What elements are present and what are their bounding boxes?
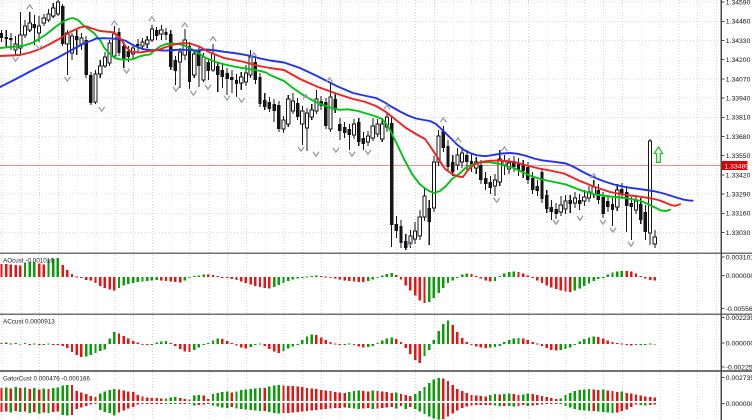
svg-text:1.33489: 1.33489 <box>725 163 750 170</box>
svg-text:0.0000000: 0.0000000 <box>726 340 752 347</box>
svg-text:1.34200: 1.34200 <box>726 57 751 64</box>
svg-text:-0.0022587: -0.0022587 <box>726 364 752 371</box>
svg-text:1.33550: 1.33550 <box>726 153 751 160</box>
svg-text:1.33160: 1.33160 <box>726 211 751 218</box>
svg-text:GatorCust 0.000476 -0.000166: GatorCust 0.000476 -0.000166 <box>3 376 90 383</box>
svg-text:1.33030: 1.33030 <box>726 230 751 237</box>
svg-text:0.0022396: 0.0022396 <box>726 315 752 322</box>
svg-text:1.33680: 1.33680 <box>726 134 751 141</box>
svg-text:1.34460: 1.34460 <box>726 19 751 26</box>
svg-text:-0.005565: -0.005565 <box>726 306 752 313</box>
svg-text:1.34330: 1.34330 <box>726 38 751 45</box>
svg-text:AOcust -0.001016: AOcust -0.001016 <box>3 258 54 265</box>
svg-text:1.33940: 1.33940 <box>726 96 751 103</box>
svg-text:0.000000: 0.000000 <box>726 401 752 408</box>
svg-text:1.33810: 1.33810 <box>726 115 751 122</box>
svg-text:1.33290: 1.33290 <box>726 192 751 199</box>
svg-text:ACcust 0.0000913: ACcust 0.0000913 <box>3 319 55 326</box>
svg-text:0.003101: 0.003101 <box>726 254 752 261</box>
svg-text:1.33420: 1.33420 <box>726 172 751 179</box>
svg-text:0.000000: 0.000000 <box>726 273 752 280</box>
svg-text:0.002735: 0.002735 <box>726 375 752 382</box>
svg-text:1.34590: 1.34590 <box>726 0 751 7</box>
svg-text:1.34070: 1.34070 <box>726 76 751 83</box>
